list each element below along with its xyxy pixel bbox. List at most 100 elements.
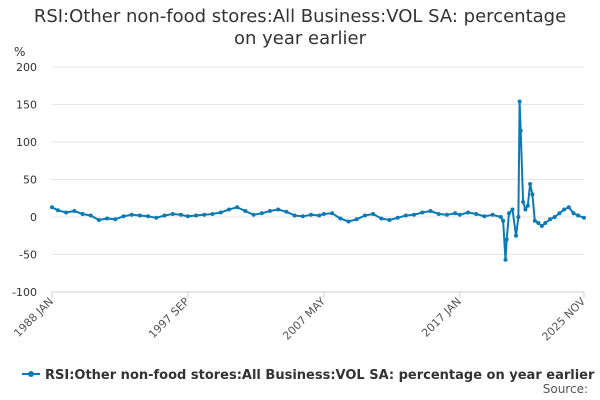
chart-title-line-1: RSI:Other non-food stores:All Business:V…: [33, 6, 567, 27]
data-point[interactable]: [202, 212, 207, 217]
data-point[interactable]: [218, 210, 223, 215]
data-point[interactable]: [178, 212, 183, 217]
data-point[interactable]: [300, 214, 305, 219]
data-point[interactable]: [129, 212, 134, 217]
data-point[interactable]: [457, 212, 462, 217]
data-point[interactable]: [170, 212, 175, 216]
data-point[interactable]: [548, 217, 552, 222]
data-point[interactable]: [428, 209, 433, 213]
data-point[interactable]: [292, 213, 297, 218]
data-point[interactable]: [516, 215, 521, 219]
data-point[interactable]: [113, 217, 118, 222]
data-point[interactable]: [474, 212, 479, 216]
data-point[interactable]: [523, 207, 528, 212]
data-point[interactable]: [501, 218, 506, 223]
data-point[interactable]: [259, 211, 264, 216]
data-point[interactable]: [80, 212, 85, 216]
data-point[interactable]: [504, 237, 509, 242]
data-point[interactable]: [525, 203, 530, 208]
data-point[interactable]: [50, 205, 54, 210]
y-tick-label: -100: [12, 286, 37, 299]
data-point[interactable]: [362, 213, 367, 218]
data-point[interactable]: [317, 213, 322, 218]
data-point[interactable]: [226, 207, 231, 212]
data-point[interactable]: [530, 192, 535, 197]
data-point[interactable]: [105, 216, 110, 221]
data-point[interactable]: [453, 211, 458, 216]
data-point[interactable]: [210, 212, 215, 216]
data-point[interactable]: [518, 128, 523, 133]
data-point[interactable]: [552, 215, 557, 219]
data-point[interactable]: [251, 212, 256, 217]
data-point[interactable]: [72, 209, 77, 213]
data-point[interactable]: [503, 257, 508, 262]
data-point[interactable]: [88, 213, 93, 218]
data-point[interactable]: [194, 213, 199, 218]
data-point[interactable]: [379, 216, 384, 221]
data-point[interactable]: [536, 221, 541, 225]
data-point[interactable]: [521, 200, 526, 204]
data-point[interactable]: [557, 211, 562, 216]
data-point[interactable]: [510, 207, 515, 212]
data-point[interactable]: [235, 205, 240, 210]
data-point[interactable]: [412, 212, 417, 217]
data-point[interactable]: [330, 211, 335, 216]
y-tick-label: 50: [23, 174, 37, 187]
data-point[interactable]: [528, 182, 533, 186]
series-layer: [50, 99, 586, 262]
y-axis-unit-label: %: [14, 45, 25, 59]
data-point[interactable]: [146, 214, 151, 219]
data-point[interactable]: [185, 214, 190, 219]
x-tick-label: 1997 SEP: [146, 295, 192, 341]
x-tick-label: 2007 MAY: [280, 295, 328, 343]
data-point[interactable]: [517, 99, 522, 104]
data-point[interactable]: [354, 217, 359, 222]
data-point[interactable]: [321, 212, 326, 216]
data-point[interactable]: [395, 215, 400, 220]
data-point[interactable]: [162, 213, 167, 218]
data-point[interactable]: [137, 213, 142, 218]
data-point[interactable]: [276, 207, 281, 212]
data-point[interactable]: [55, 208, 60, 213]
data-point[interactable]: [96, 218, 101, 222]
data-point[interactable]: [498, 215, 503, 219]
legend-label[interactable]: RSI:Other non-food stores:All Business:V…: [45, 368, 595, 383]
data-point[interactable]: [539, 224, 544, 228]
data-point[interactable]: [309, 212, 313, 217]
data-point[interactable]: [482, 214, 487, 219]
data-point[interactable]: [268, 209, 272, 213]
data-point[interactable]: [507, 211, 511, 216]
data-point[interactable]: [444, 212, 449, 217]
x-axis: 1988 JAN 1997 SEP 2007 MAY 2017 JAN 2025 NOV: [11, 291, 588, 344]
data-point[interactable]: [436, 212, 441, 216]
data-point[interactable]: [243, 209, 248, 213]
data-point[interactable]: [346, 219, 351, 224]
data-point[interactable]: [514, 233, 518, 238]
data-point[interactable]: [154, 215, 159, 220]
data-point[interactable]: [532, 218, 537, 223]
chart-title: RSI:Other non-food stores:All Business:V…: [0, 6, 600, 50]
data-point[interactable]: [387, 218, 392, 222]
chart-title-line-2: on year earlier: [233, 28, 366, 49]
data-point[interactable]: [562, 207, 567, 212]
data-point[interactable]: [420, 210, 425, 215]
x-tick-label: 2017 JAN: [419, 295, 464, 340]
data-point[interactable]: [576, 213, 581, 218]
data-point[interactable]: [571, 211, 576, 216]
source-label: Source:: [542, 382, 588, 396]
legend[interactable]: RSI:Other non-food stores:All Business:V…: [22, 368, 595, 383]
y-tick-label: 100: [16, 136, 37, 149]
data-point[interactable]: [543, 221, 548, 225]
data-point[interactable]: [64, 210, 69, 215]
data-point[interactable]: [566, 205, 571, 210]
data-point[interactable]: [371, 212, 376, 216]
data-point[interactable]: [490, 212, 495, 217]
data-point[interactable]: [466, 210, 470, 215]
data-point[interactable]: [403, 213, 408, 218]
data-point[interactable]: [121, 214, 126, 219]
data-point[interactable]: [338, 216, 343, 221]
data-point[interactable]: [582, 215, 586, 220]
gridlines: [52, 66, 584, 293]
data-point[interactable]: [284, 209, 289, 214]
